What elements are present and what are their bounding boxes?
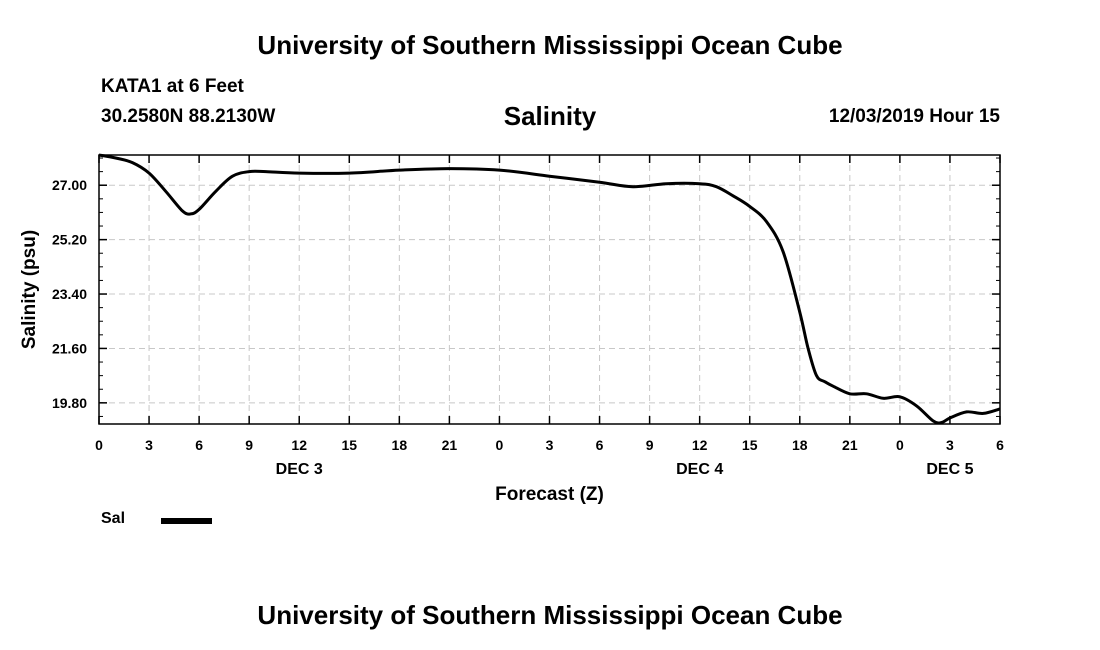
y-tick-label: 25.20 [52, 232, 87, 248]
x-tick-label: 18 [792, 437, 808, 453]
x-tick-label: 0 [496, 437, 504, 453]
station-coordinates: 30.2580N 88.2130W [101, 106, 276, 127]
footer-title: University of Southern Mississippi Ocean… [257, 600, 843, 630]
x-tick-label: 9 [646, 437, 654, 453]
header-title: University of Southern Mississippi Ocean… [257, 30, 843, 60]
x-tick-label: 6 [195, 437, 203, 453]
x-tick-label: 15 [742, 437, 758, 453]
x-tick-label: 21 [442, 437, 458, 453]
x-tick-label: 12 [692, 437, 708, 453]
station-label: KATA1 at 6 Feet [101, 76, 244, 97]
x-axis-label: Forecast (Z) [495, 484, 604, 505]
y-tick-label: 19.80 [52, 395, 87, 411]
x-tick-label: 21 [842, 437, 858, 453]
day-label: DEC 4 [676, 461, 723, 478]
day-label: DEC 3 [276, 461, 323, 478]
x-tick-label: 9 [245, 437, 253, 453]
legend-swatch [161, 518, 212, 524]
x-tick-label: 3 [546, 437, 554, 453]
x-tick-label: 0 [896, 437, 904, 453]
x-tick-label: 18 [392, 437, 408, 453]
x-tick-label: 3 [946, 437, 954, 453]
x-tick-label: 0 [95, 437, 103, 453]
x-tick-label: 6 [996, 437, 1004, 453]
y-tick-label: 27.00 [52, 177, 87, 193]
x-tick-label: 3 [145, 437, 153, 453]
legend-label: Sal [101, 510, 126, 527]
x-tick-label: 15 [341, 437, 357, 453]
y-tick-label: 23.40 [52, 286, 87, 302]
y-axis-label: Salinity (psu) [19, 230, 40, 349]
x-tick-label: 12 [291, 437, 307, 453]
series-line-sal [98, 153, 1001, 425]
y-tick-label: 21.60 [52, 340, 87, 356]
day-label: DEC 5 [926, 461, 973, 478]
forecast-datetime: 12/03/2019 Hour 15 [828, 106, 1000, 127]
chart-title: Salinity [503, 101, 597, 131]
x-tick-label: 6 [596, 437, 604, 453]
